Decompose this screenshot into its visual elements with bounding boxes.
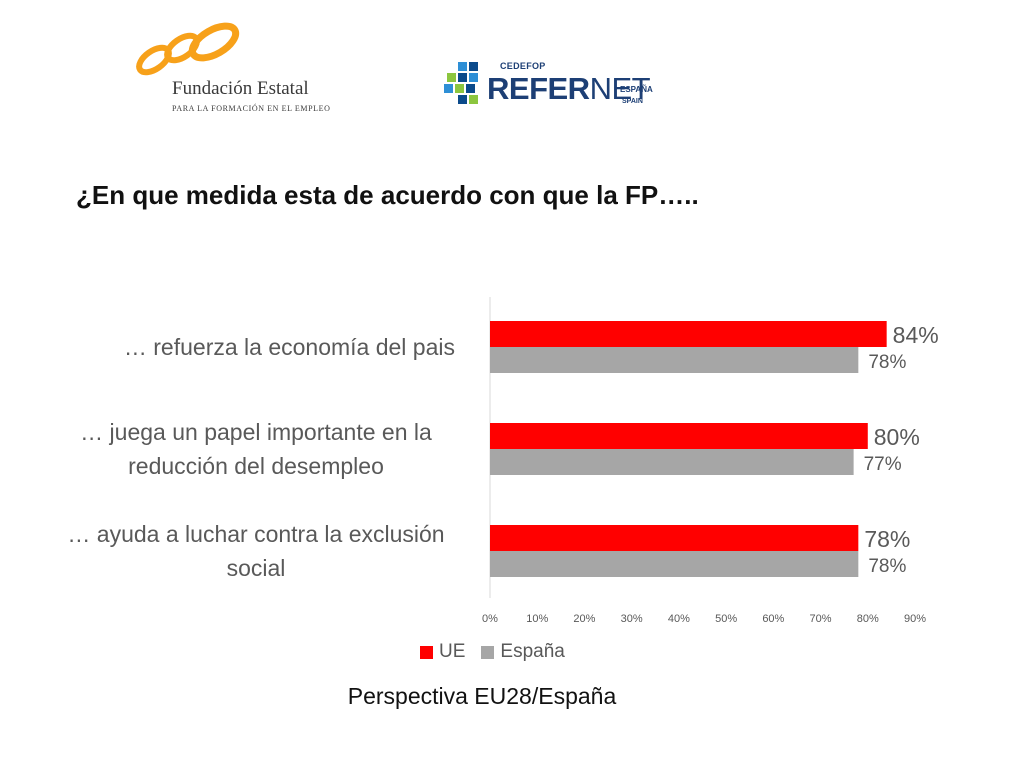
refernet-wordmark: REFERNET [487, 71, 651, 107]
refernet-logo: CEDEFOP REFERNET ESPAÑA SPAIN [444, 58, 674, 112]
legend-item-ue: UE [420, 641, 465, 663]
cedefop-label: CEDEFOP [500, 61, 546, 71]
refernet-word-light: NET [589, 71, 651, 106]
x-tick-label: 80% [857, 613, 879, 625]
bar-ue [490, 423, 868, 449]
category-label: … juega un papel importante en la [80, 419, 432, 445]
fundacion-tagline: PARA LA FORMACIÓN EN EL EMPLEO [172, 104, 331, 113]
slide-title: ¿En que medida esta de acuerdo con que l… [76, 180, 699, 210]
data-label-ue: 84% [893, 322, 939, 348]
legend-swatch-ue [420, 645, 433, 659]
refernet-country: ESPAÑA [620, 85, 653, 94]
x-tick-label: 90% [904, 613, 926, 625]
category-label: social [227, 555, 286, 581]
chart-legend: UE España [420, 641, 581, 663]
data-label-espana: 78% [868, 556, 906, 577]
data-label-ue: 78% [864, 526, 910, 552]
data-label-espana: 77% [864, 454, 902, 475]
data-label-espana: 78% [868, 352, 906, 373]
slide-caption: Perspectiva EU28/España [347, 683, 617, 709]
x-tick-label: 10% [526, 613, 548, 625]
category-label: … ayuda a luchar contra la exclusión [67, 521, 444, 547]
fundacion-name: Fundación Estatal [172, 78, 309, 99]
data-label-ue: 80% [874, 424, 920, 450]
refernet-squares-icon [444, 62, 478, 104]
x-tick-label: 0% [482, 613, 498, 625]
x-tick-label: 20% [573, 613, 595, 625]
legend-label-ue: UE [439, 641, 466, 662]
category-label: … refuerza la economía del pais [124, 334, 455, 360]
bar-ue [490, 321, 887, 347]
bar-espana [490, 449, 854, 475]
bar-ue [490, 525, 859, 551]
x-tick-label: 70% [810, 613, 832, 625]
refernet-country-en: SPAIN [622, 98, 643, 105]
bar-espana [490, 551, 859, 577]
category-label: reducción del desempleo [128, 453, 384, 479]
x-tick-label: 30% [621, 613, 643, 625]
fundacion-rings-icon [136, 22, 240, 76]
fundacion-estatal-logo: Fundación Estatal PARA LA FORMACIÓN EN E… [132, 18, 332, 118]
x-tick-label: 50% [715, 613, 737, 625]
x-tick-label: 40% [668, 613, 690, 625]
legend-label-espana: España [500, 641, 565, 662]
refernet-word-bold: REFER [487, 71, 590, 106]
legend-item-espana: España [481, 641, 565, 663]
bar-espana [490, 347, 859, 373]
legend-swatch-espana [481, 645, 495, 659]
x-tick-label: 60% [762, 613, 784, 625]
